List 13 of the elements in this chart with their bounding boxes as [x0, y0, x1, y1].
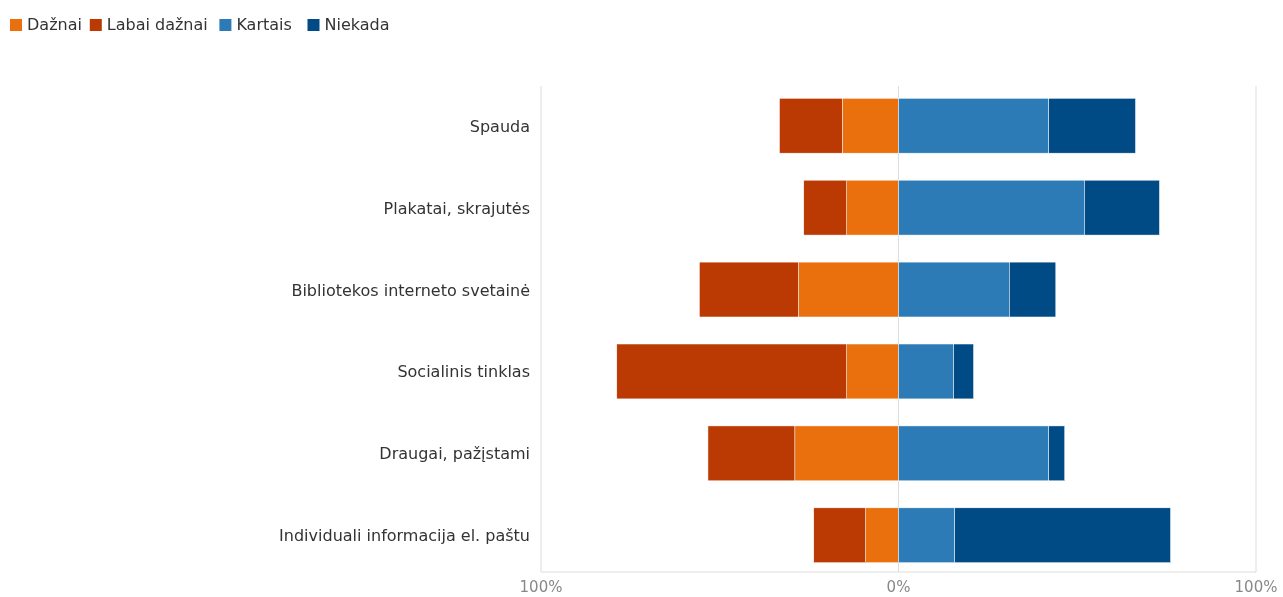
y-tick-label: Individuali informacija el. paštu [279, 526, 530, 546]
x-tick-label: 100% [519, 578, 563, 596]
legend-label: Kartais [236, 15, 292, 34]
x-tick-label: 100% [1234, 578, 1278, 596]
legend-label: Dažnai [27, 15, 82, 34]
x-tick-label: 0% [886, 578, 911, 596]
y-tick-label: Draugai, pažįstami [379, 444, 530, 464]
y-tick-label: Spauda [469, 116, 530, 136]
y-tick-label: Socialinis tinklas [397, 362, 530, 382]
legend-label: Labai dažnai [106, 15, 208, 34]
y-tick-label: Plakatai, skrajutės [383, 198, 530, 218]
legend-label: Niekada [324, 15, 390, 34]
y-tick-label: Bibliotekos interneto svetainė [291, 280, 530, 300]
